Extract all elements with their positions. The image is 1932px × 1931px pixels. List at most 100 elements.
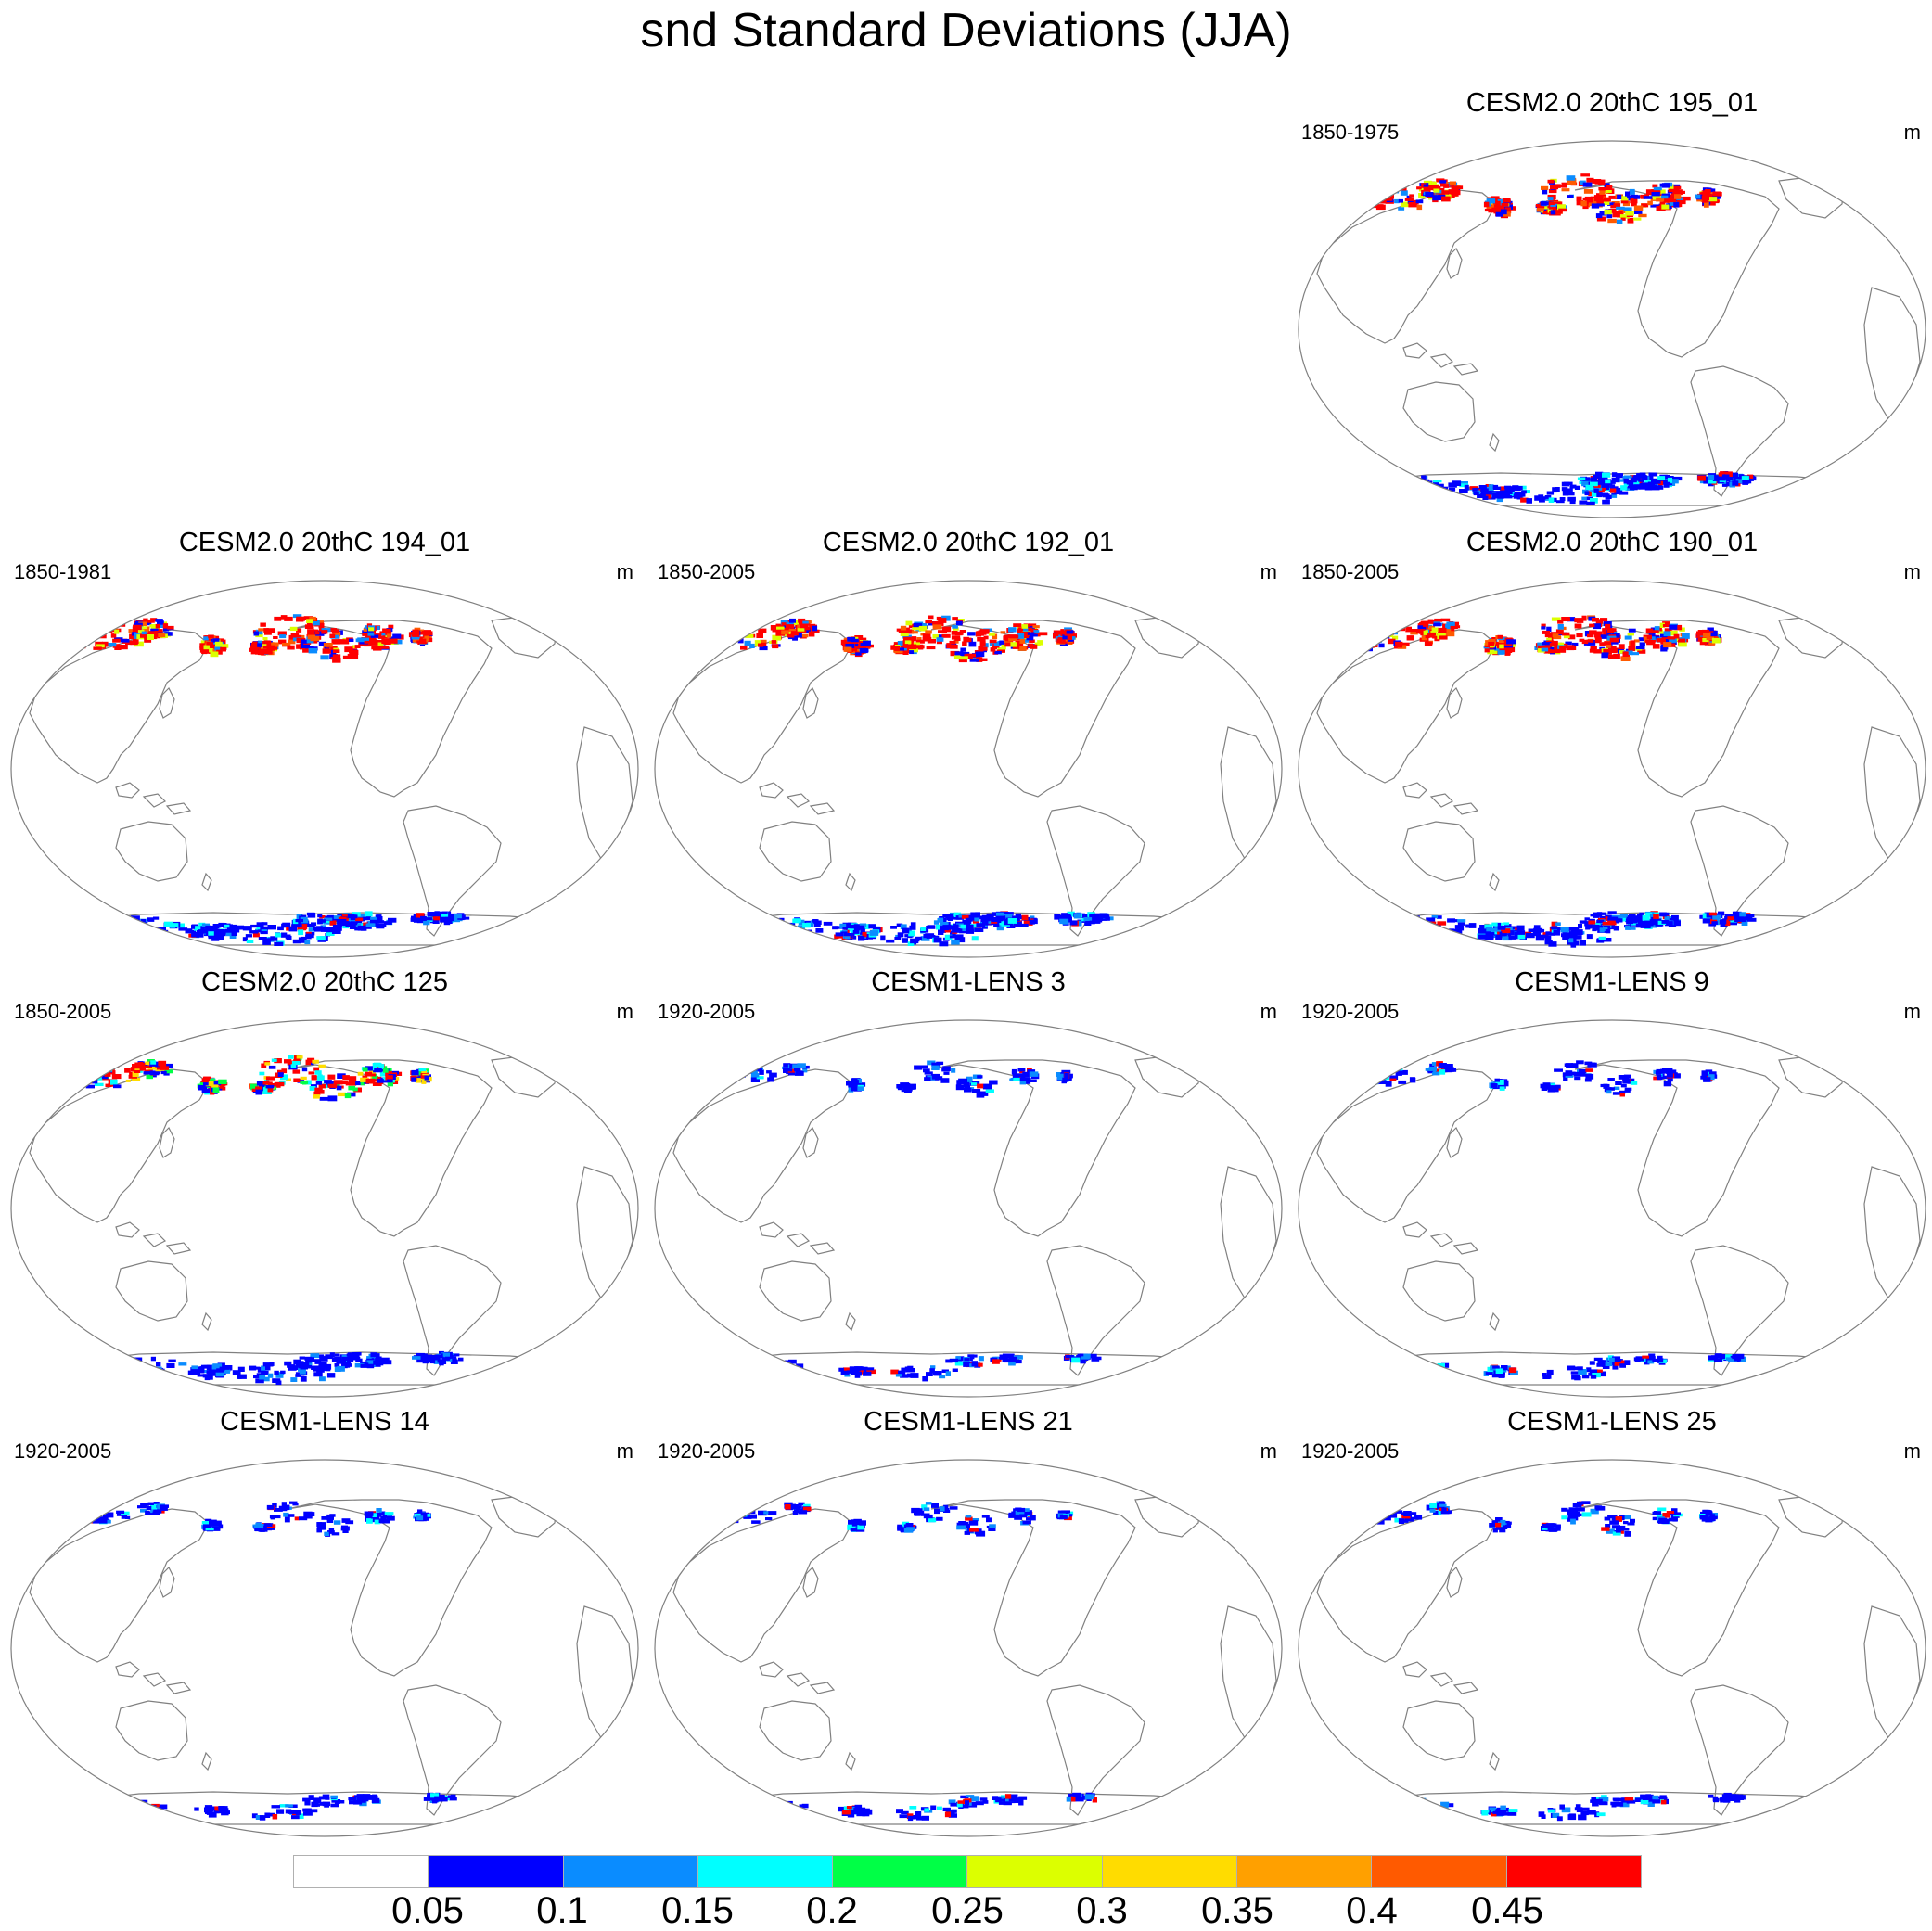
snow-cell	[955, 620, 963, 626]
snow-cell	[1436, 483, 1444, 489]
snow-cell	[416, 640, 423, 644]
snow-cell	[59, 927, 67, 931]
snow-cell	[364, 925, 372, 929]
snow-cell	[95, 641, 103, 646]
snow-cell	[1015, 921, 1022, 927]
snow-cell	[377, 1079, 384, 1083]
snow-cell	[67, 1072, 75, 1077]
snow-cell	[1573, 935, 1582, 940]
snow-cell	[162, 623, 169, 629]
snow-cell	[370, 640, 378, 646]
snow-cell	[313, 1067, 320, 1071]
snow-cell	[1622, 651, 1629, 657]
snow-cell	[82, 1367, 89, 1373]
snow-cell	[222, 1369, 231, 1374]
snow-cell	[1596, 198, 1605, 205]
snow-cell	[1650, 204, 1659, 208]
snow-cell	[61, 632, 69, 637]
snow-cell	[1561, 617, 1570, 621]
snow-cell	[1602, 472, 1611, 478]
snow-cell	[706, 922, 715, 927]
snow-cell	[1011, 1068, 1017, 1074]
snow-cell	[388, 917, 397, 923]
snow-cell	[1549, 643, 1556, 646]
snow-cell	[451, 1353, 460, 1357]
snow-cell	[131, 915, 140, 920]
snow-cell	[1724, 471, 1733, 477]
snow-cell	[129, 926, 137, 929]
snow-cell	[1644, 923, 1651, 929]
snow-cell	[813, 923, 821, 927]
snow-cell	[55, 642, 61, 646]
snow-cell	[1378, 1079, 1387, 1084]
snow-cell	[1337, 201, 1344, 208]
snow-cell	[1032, 625, 1040, 629]
snow-cell	[59, 1073, 66, 1079]
snow-cell	[733, 1362, 740, 1367]
snow-cell	[125, 1079, 131, 1082]
snow-cell	[318, 1083, 326, 1089]
snow-cell	[1351, 642, 1357, 646]
snow-cell	[301, 639, 308, 644]
snow-cell	[318, 919, 326, 923]
snow-cell	[1625, 211, 1634, 216]
snow-cell	[115, 1358, 123, 1362]
snow-cell	[1342, 641, 1351, 646]
snow-cell	[262, 1081, 270, 1085]
snow-cell	[108, 643, 117, 647]
snow-cell	[1399, 481, 1407, 487]
snow-cell	[943, 1071, 950, 1075]
snow-cell	[914, 1065, 923, 1070]
snow-cell	[789, 618, 796, 623]
snow-cell	[1668, 188, 1677, 193]
snow-cell	[297, 1079, 305, 1083]
snow-cell	[1061, 913, 1068, 917]
snow-cell	[264, 640, 272, 646]
snow-cell	[116, 1358, 122, 1362]
snow-cell	[900, 1374, 908, 1378]
snow-cell	[744, 1363, 750, 1370]
snow-cell	[1503, 490, 1513, 494]
snow-cell	[123, 922, 133, 927]
snow-cell	[1579, 480, 1584, 485]
snow-cell	[1593, 623, 1602, 630]
snow-cell	[767, 1077, 774, 1082]
snow-cell	[1337, 195, 1346, 200]
snow-cell	[1405, 626, 1412, 633]
snow-cell	[198, 922, 206, 927]
snow-cell	[1613, 653, 1620, 659]
snow-cell	[66, 635, 72, 641]
snow-cell	[1602, 921, 1610, 926]
snow-cell	[1601, 652, 1609, 659]
snow-cell	[1372, 1077, 1382, 1081]
snow-cell	[367, 1073, 377, 1077]
snow-cell	[843, 646, 852, 652]
snow-cell	[927, 925, 936, 929]
snow-cell	[949, 1358, 958, 1363]
snow-cell	[703, 643, 709, 647]
snow-cell	[1666, 1072, 1673, 1078]
snow-cell	[123, 1370, 132, 1375]
snow-cell	[119, 915, 126, 920]
snow-cell	[757, 930, 764, 935]
snow-cell	[838, 1367, 844, 1372]
snow-cell	[203, 1081, 209, 1086]
snow-cell	[802, 1068, 808, 1073]
snow-cell	[1023, 633, 1030, 638]
snow-cell	[1670, 1069, 1677, 1074]
snow-cell	[1033, 630, 1040, 633]
snow-cell	[69, 644, 74, 649]
snow-cell	[1625, 926, 1631, 930]
snow-cell	[1503, 494, 1512, 498]
snow-cell	[1484, 208, 1493, 212]
snow-cell	[1443, 184, 1450, 188]
snow-cell	[897, 641, 903, 646]
snow-cell	[1591, 491, 1599, 497]
coastline	[1134, 615, 1201, 659]
snow-cell	[1506, 646, 1516, 653]
snow-cell	[344, 1093, 352, 1099]
snow-cell	[1372, 1362, 1379, 1368]
snow-cell	[1517, 486, 1523, 491]
snow-cell	[1008, 627, 1017, 633]
snow-cell	[862, 931, 867, 938]
